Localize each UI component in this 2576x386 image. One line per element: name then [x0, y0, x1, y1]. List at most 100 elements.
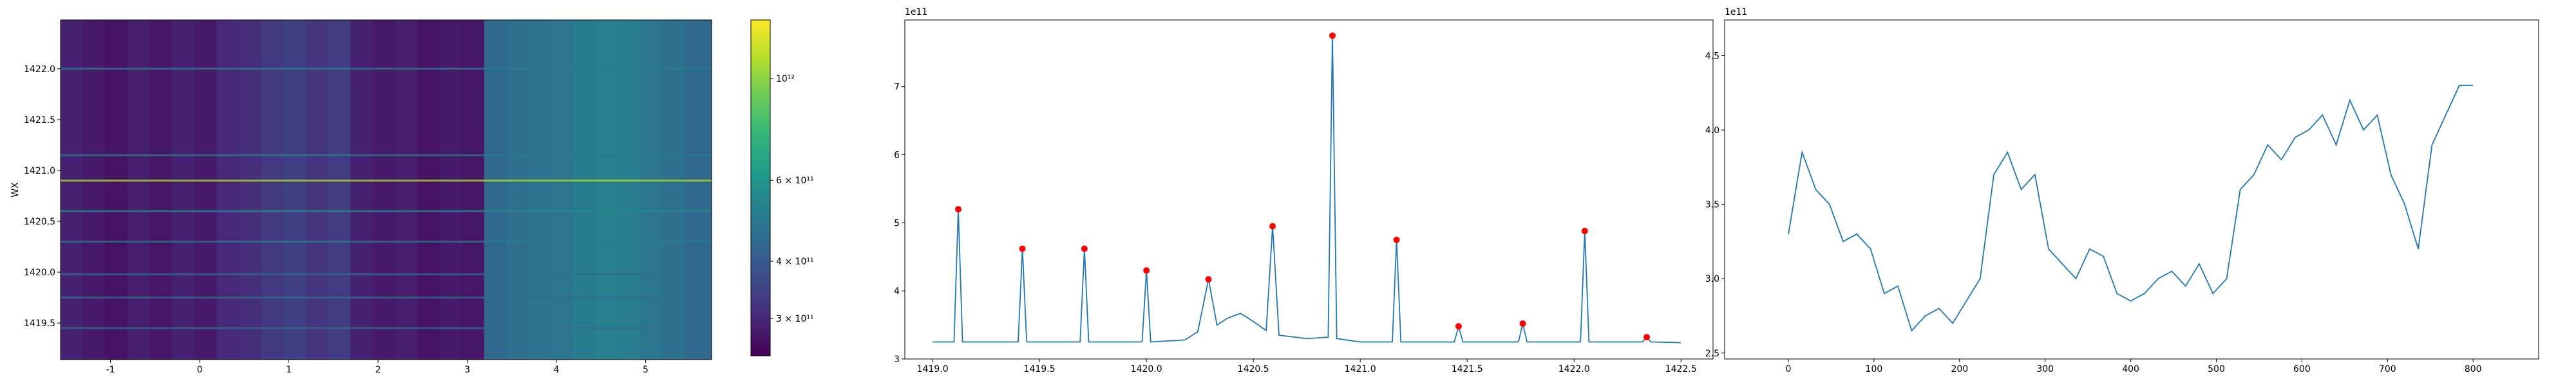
heatmap-row	[61, 179, 712, 182]
x-tick-label: 2	[375, 365, 381, 375]
heatmap-cell	[462, 20, 485, 360]
x-tick-label: 100	[1866, 364, 1883, 374]
colorbar-segment	[751, 294, 770, 300]
colorbar-segment	[751, 188, 770, 194]
y-tick-label: 3.5	[1705, 200, 1719, 210]
x-tick-label: 1422.5	[1665, 364, 1697, 374]
x-tick-label: 600	[2293, 364, 2311, 374]
y-tick-label: 1421.0	[24, 166, 55, 176]
colorbar-segment	[751, 244, 770, 250]
colorbar-segment	[751, 266, 770, 273]
peak-marker	[1329, 32, 1336, 39]
colorbar-segment	[751, 288, 770, 295]
colorbar-segment	[751, 120, 770, 127]
x-tick-label: 4	[554, 365, 560, 375]
colorbar-segment	[751, 193, 770, 199]
peak-marker	[1643, 334, 1651, 341]
axes-frame	[1724, 19, 2539, 360]
heatmap-cell	[61, 20, 84, 360]
colorbar-segment	[751, 143, 770, 149]
x-tick-label: 200	[1951, 364, 1968, 374]
heatmap-cell	[328, 20, 351, 360]
heatmap-cell	[618, 20, 641, 360]
colorbar-segment	[751, 64, 770, 71]
colorbar-segment	[751, 126, 770, 133]
colorbar-segment	[751, 216, 770, 222]
colorbar-segment	[751, 182, 770, 188]
y-tick-label: 1421.5	[24, 115, 55, 125]
colorbar-segment	[751, 20, 770, 26]
colorbar-tick-label: 3 × 10¹¹	[776, 314, 814, 324]
heatmap-cell	[305, 20, 328, 360]
colorbar-tick-label: 4 × 10¹¹	[776, 257, 814, 267]
colorbar-segment	[751, 81, 770, 87]
heatmap-cell	[395, 20, 418, 360]
line-series	[933, 35, 1681, 344]
x-tick-label: 500	[2208, 364, 2225, 374]
colorbar-frame	[750, 19, 771, 356]
y-tick-label: 4.0	[1705, 125, 1719, 136]
y-tick-label: 1420.0	[24, 268, 55, 278]
colorbar-segment	[751, 76, 770, 82]
heatmap-cell	[551, 20, 574, 360]
colorbar-segment	[751, 221, 770, 228]
x-tick-label: 1422.0	[1558, 364, 1590, 374]
colorbar-segment	[751, 104, 770, 110]
heatmap-cell	[283, 20, 307, 360]
colorbar-segment	[751, 255, 770, 261]
colorbar-segment	[751, 132, 770, 138]
colorbar-segment	[751, 170, 770, 178]
heatmap-row	[61, 68, 712, 70]
x-tick-label: 1420.0	[1131, 364, 1162, 374]
peak-marker	[1269, 223, 1276, 230]
colorbar-segment	[751, 226, 770, 234]
heatmap-row	[61, 154, 712, 156]
x-tick-label: 800	[2465, 364, 2482, 374]
y-tick-label: 4	[894, 286, 900, 297]
colorbar-segment	[751, 300, 770, 306]
heatmap-cell	[127, 20, 150, 360]
colorbar-segment	[751, 176, 770, 183]
y-tick-label: 5	[894, 218, 900, 228]
heatmap-cell	[662, 20, 685, 360]
heatmap-cell	[484, 20, 507, 360]
colorbar-segment	[751, 149, 770, 155]
colorbar-segment	[751, 37, 770, 43]
heatmap-cell	[372, 20, 395, 360]
colorbar-segment	[751, 305, 770, 311]
colorbar-segment	[751, 277, 770, 284]
x-tick-label: 1421.0	[1345, 364, 1376, 374]
peak-marker	[1019, 245, 1026, 252]
x-tick-label: 1	[286, 365, 292, 375]
colorbar-segment	[751, 282, 770, 290]
x-tick-label: 1419.5	[1024, 364, 1056, 374]
heatmap-cell	[417, 20, 440, 360]
x-tick-label: 1420.5	[1238, 364, 1269, 374]
x-tick-label: 700	[2379, 364, 2396, 374]
y-tick-label: 3.0	[1705, 274, 1719, 284]
colorbar-segment	[751, 232, 770, 239]
y-tick-label: 1422.0	[24, 64, 55, 75]
heatmap-cell	[194, 20, 217, 360]
heatmap-cell	[573, 20, 596, 360]
y-axis-label: WX	[10, 182, 21, 198]
colorbar-segment	[751, 48, 770, 54]
colorbar-segment	[751, 137, 770, 143]
colorbar-segment	[751, 210, 770, 217]
peak-marker	[1143, 267, 1150, 274]
x-tick-label: 300	[2036, 364, 2054, 374]
heatmap-cell	[506, 20, 529, 360]
heatmap-row	[61, 241, 712, 243]
peak-marker	[1581, 228, 1588, 235]
colorbar-segment	[751, 154, 770, 161]
colorbar-tick-label: 10¹²	[776, 74, 795, 84]
colorbar-segment	[751, 165, 770, 172]
colorbar-segment	[751, 205, 770, 211]
colorbar-segment	[751, 327, 770, 334]
colorbar-segment	[751, 70, 770, 77]
colorbar-segment	[751, 53, 770, 60]
peak-marker	[1081, 245, 1088, 252]
peak-marker	[1393, 236, 1400, 243]
colorbar-segment	[751, 115, 770, 122]
